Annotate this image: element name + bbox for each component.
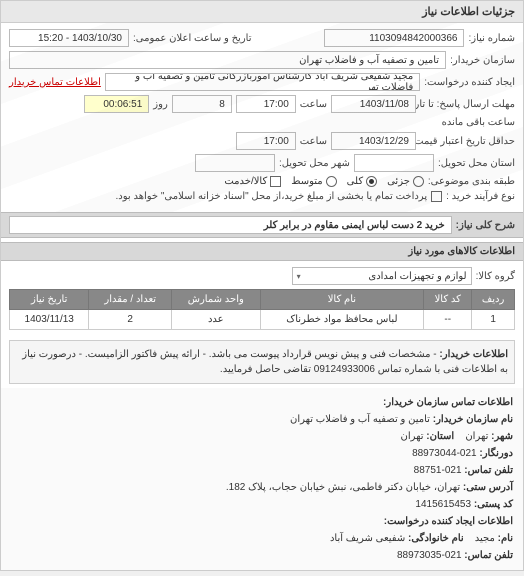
- need-title-row: شرح کلی نیاز: خرید 2 دست لباس ایمنی مقاو…: [1, 212, 523, 238]
- deadline-time-field: 17:00: [236, 95, 296, 113]
- req-no-label: شماره نیاز:: [468, 33, 515, 44]
- lname-label: نام خانوادگی:: [408, 533, 464, 544]
- timer-field: 00:06:51: [84, 95, 149, 113]
- group-combo[interactable]: لوازم و تجهیزات امدادی ▾: [292, 267, 472, 285]
- extra-label: اطلاعات خریدار:: [439, 349, 508, 360]
- group-combo-text: لوازم و تجهیزات امدادی: [368, 271, 466, 282]
- panel-title: جزئیات اطلاعات نیاز: [1, 1, 523, 23]
- c-province-value: تهران: [400, 431, 423, 442]
- lname-value: شفیعی شریف آباد: [330, 533, 405, 544]
- fax-label: دورنگار:: [479, 448, 513, 459]
- td-0: 1: [472, 310, 515, 330]
- td-4: 2: [89, 310, 172, 330]
- addr-value: تهران، خیابان دکتر فاطمی، نبش خیابان حجا…: [226, 482, 460, 493]
- validity-time-label: ساعت: [300, 136, 327, 147]
- need-title-label: شرح کلی نیاز:: [456, 220, 515, 231]
- group-label: گروه کالا:: [476, 271, 515, 282]
- details-panel: جزئیات اطلاعات نیاز شماره نیاز: 11030948…: [0, 0, 524, 571]
- phone-value: 021-88751: [414, 465, 462, 476]
- table-row: 1 -- لباس محافظ مواد خطرناک عدد 2 1403/1…: [10, 310, 515, 330]
- deadline-label: مهلت ارسال پاسخ: تا تاریخ:: [420, 99, 515, 110]
- th-4: تعداد / مقدار: [89, 290, 172, 310]
- org-value: تامین و تصفیه آب و فاضلاب تهران: [290, 414, 430, 425]
- cphone-label: تلفن تماس:: [464, 550, 513, 561]
- table-header-row: ردیف کد کالا نام کالا واحد شمارش تعداد /…: [10, 290, 515, 310]
- th-5: تاریخ نیاز: [10, 290, 89, 310]
- province-label: استان محل تحویل:: [438, 158, 515, 169]
- addr-label: آدرس ستی:: [463, 482, 513, 493]
- header-section: شماره نیاز: 1103094842000366 تاریخ و ساع…: [1, 23, 523, 212]
- pkg-radio-0[interactable]: جزئی: [387, 176, 424, 187]
- pkg-radio-3[interactable]: کالا/خدمت: [224, 176, 281, 187]
- c-city-value: تهران: [465, 431, 488, 442]
- th-2: نام کالا: [260, 290, 424, 310]
- name-label: نام:: [498, 533, 513, 544]
- creator-label: ایجاد کننده درخواست:: [424, 77, 515, 88]
- process-note: پرداخت تمام یا بخشی از مبلغ خرید،از محل …: [116, 191, 428, 202]
- days-label: روز: [153, 99, 168, 110]
- days-field: 8: [172, 95, 232, 113]
- need-title-field: خرید 2 دست لباس ایمنی مقاوم در برابر کلر: [9, 216, 452, 234]
- extra-box: اطلاعات خریدار: - مشخصات فنی و پیش نویس …: [9, 340, 515, 384]
- td-5: 1403/11/13: [10, 310, 89, 330]
- validity-date-field: 1403/12/29: [331, 132, 416, 150]
- buyer-field: تامین و تصفیه آب و فاضلاب تهران: [9, 51, 446, 69]
- name-value: مجید: [475, 533, 495, 544]
- td-3: عدد: [172, 310, 261, 330]
- phone-label: تلفن تماس:: [464, 465, 513, 476]
- public-date-label: تاریخ و ساعت اعلان عمومی:: [133, 33, 252, 44]
- deadline-date-field: 1403/11/08: [331, 95, 416, 113]
- c-province-label: استان:: [426, 431, 454, 442]
- deadline-time-label: ساعت: [300, 99, 327, 110]
- items-heading: اطلاعات کالاهای مورد نیاز: [1, 242, 523, 261]
- th-0: ردیف: [472, 290, 515, 310]
- remaining-label: ساعت باقی مانده: [442, 117, 515, 128]
- contact-heading: اطلاعات تماس سازمان خریدار:: [383, 397, 513, 408]
- post-value: 1415615453: [415, 499, 471, 510]
- extra-text: - مشخصات فنی و پیش نویس قرارداد پیوست می…: [22, 349, 508, 375]
- th-3: واحد شمارش: [172, 290, 261, 310]
- city-field: [195, 154, 275, 172]
- validity-label: حداقل تاریخ اعتبار قیمت: تا تاریخ:: [420, 136, 515, 147]
- cphone-value: 021-88973035: [397, 550, 462, 561]
- creator-field: مجید شفیعی شریف آباد کارشناس اموربازرگان…: [105, 73, 420, 91]
- contact-link[interactable]: اطلاعات تماس خریدار: [9, 77, 101, 88]
- pkg-radio-1[interactable]: کلی: [347, 176, 377, 187]
- items-section: گروه کالا: لوازم و تجهیزات امدادی ▾ ردیف…: [1, 261, 523, 336]
- province-field: [354, 154, 434, 172]
- pkg-radio-group: جزئی کلی متوسط کالا/خدمت: [224, 176, 424, 187]
- chevron-down-icon: ▾: [297, 272, 301, 281]
- city-label: شهر محل تحویل:: [279, 158, 350, 169]
- pkg-label: طبقه بندی موضوعی:: [428, 176, 515, 187]
- process-label: نوع فرآیند خرید :: [446, 191, 515, 202]
- public-date-field: 1403/10/30 - 15:20: [9, 29, 129, 47]
- th-1: کد کالا: [424, 290, 472, 310]
- fax-value: 021-88973044: [412, 448, 477, 459]
- c-city-label: شهر:: [491, 431, 513, 442]
- req-no-field: 1103094842000366: [324, 29, 464, 47]
- buyer-label: سازمان خریدار:: [450, 55, 515, 66]
- process-checkbox[interactable]: [431, 191, 442, 202]
- org-label: نام سازمان خریدار:: [433, 414, 513, 425]
- td-2: لباس محافظ مواد خطرناک: [260, 310, 424, 330]
- post-label: کد پستی:: [474, 499, 513, 510]
- pkg-radio-2[interactable]: متوسط: [291, 176, 336, 187]
- items-table: ردیف کد کالا نام کالا واحد شمارش تعداد /…: [9, 289, 515, 330]
- validity-time-field: 17:00: [236, 132, 296, 150]
- creator-heading: اطلاعات ایجاد کننده درخواست:: [384, 516, 513, 527]
- contact-section: اطلاعات تماس سازمان خریدار: نام سازمان خ…: [1, 388, 523, 570]
- td-1: --: [424, 310, 472, 330]
